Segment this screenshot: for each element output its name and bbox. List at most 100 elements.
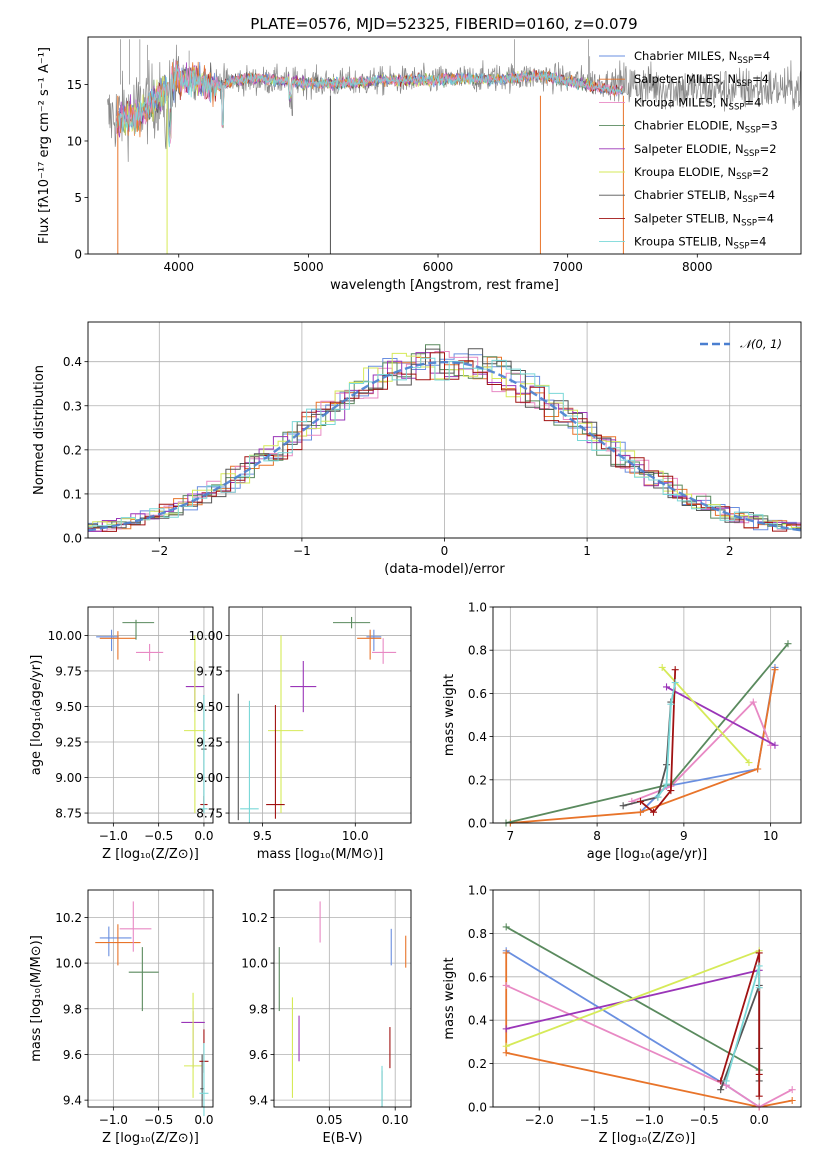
series-marker [755, 1092, 763, 1100]
mass-vs-z-frame [87, 889, 214, 1108]
series-marker [788, 1086, 796, 1094]
data-point-kroupa-elodie [184, 992, 203, 1098]
data-point-chabrier-elodie [333, 616, 371, 629]
x-tick-label: −0.5 [690, 1113, 719, 1127]
y-axis-label: Normed distribution [32, 365, 47, 495]
series-marker [784, 640, 792, 648]
age-vs-z-frame [87, 606, 214, 824]
series-marker [636, 808, 644, 816]
y-tick-label: 9.6 [63, 1048, 82, 1062]
residual-legend: 𝒩(0, 1) [700, 337, 782, 351]
age-vs-mass-frame [228, 606, 412, 824]
series-line-kroupa-elodie [505, 949, 760, 1048]
series-line-salpeter-elodie [666, 686, 776, 746]
series-line-salpeter-miles [505, 952, 793, 1108]
series-marker [502, 923, 510, 931]
y-tick-label: 9.25 [55, 736, 82, 750]
x-axis-label: wavelength [Angstrom, rest frame] [330, 278, 559, 293]
x-tick-label: 0.0 [750, 1113, 769, 1127]
y-tick-label: 0.0 [468, 1101, 487, 1115]
y-tick-label: 0.3 [63, 399, 82, 413]
x-tick-label: 1 [583, 544, 591, 558]
data-point-kroupa-stelib [240, 700, 259, 823]
data-point-chabrier-elodie [128, 947, 159, 1012]
y-tick-label: 9.6 [249, 1048, 268, 1062]
legend-entry: Kroupa STELIB, NSSP=4 [634, 235, 766, 252]
y-tick-label: 9.4 [63, 1094, 82, 1108]
y-tick-label: 10.2 [55, 911, 82, 925]
x-axis-label: Z [log₁₀(Z/Z⊙)] [102, 1131, 199, 1146]
series-marker [671, 666, 679, 674]
age-vs-mass-points [237, 616, 397, 823]
y-axis-label: mass weight [442, 957, 457, 1039]
legend-entry: Chabrier ELODIE, NSSP=3 [634, 119, 778, 136]
x-tick-label: 0.10 [382, 1113, 409, 1127]
series-marker [658, 663, 666, 671]
x-tick-label: −2.0 [525, 1113, 554, 1127]
legend-entry: Salpeter ELODIE, NSSP=2 [634, 142, 777, 159]
series-marker [650, 808, 658, 816]
x-tick-label: 0.05 [316, 1113, 343, 1127]
residual-histogram-kroupa-stelib [88, 357, 801, 530]
x-axis-label: (data-model)/error [384, 562, 505, 577]
y-tick-label: 0.6 [468, 970, 487, 984]
series-line-chabrier-stelib [719, 985, 761, 1090]
series-marker [771, 741, 779, 749]
data-point-chabrier-miles [99, 926, 132, 957]
legend-entry: Kroupa ELODIE, NSSP=2 [634, 165, 769, 182]
model-spectrum-kroupa-stelib [116, 64, 624, 148]
mass-vs-ebv-axes: 0.05 0.10 9.4 9.6 9.8 10.0 10.2 E(B-V) [241, 890, 411, 1146]
series-line-salpeter-miles [510, 669, 776, 824]
y-tick-label: 0.1 [63, 487, 82, 501]
y-tick-label: 9.8 [249, 1002, 268, 1016]
x-tick-label: 0.0 [194, 1113, 213, 1127]
residual-histogram-chabrier-elodie [88, 344, 801, 531]
age-vs-mass-axes: 9.5 10.0 8.75 9.00 9.25 9.50 9.75 10.00 mass [lo… [189, 607, 411, 862]
y-tick-label: 0.2 [63, 443, 82, 457]
x-tick-label: 9 [680, 829, 688, 843]
series-marker [502, 949, 510, 957]
x-axis-label: mass [log₁₀(M/M⊙)] [257, 847, 384, 862]
x-tick-label: 0.0 [194, 829, 213, 843]
x-tick-label: 5000 [293, 260, 324, 274]
x-axis-label: E(B-V) [322, 1131, 362, 1146]
legend-entry: Kroupa MILES, NSSP=4 [634, 95, 761, 112]
x-axis-label: Z [log₁₀(Z/Z⊙)] [102, 847, 199, 862]
x-tick-label: −0.5 [144, 1113, 173, 1127]
series-marker [667, 700, 675, 708]
x-tick-label: 10.0 [342, 829, 369, 843]
series-marker [663, 761, 671, 769]
data-point-salpeter-miles [99, 631, 137, 660]
y-axis-label: mass weight [442, 674, 457, 756]
series-line-kroupa-miles [631, 700, 772, 803]
x-tick-label: 0 [441, 544, 449, 558]
y-tick-label: 8.75 [196, 807, 223, 821]
series-marker [771, 666, 779, 674]
series-marker [755, 1070, 763, 1078]
series-marker [755, 962, 763, 970]
residual-histogram-chabrier-stelib [88, 348, 801, 530]
series-marker [502, 1025, 510, 1033]
weight-vs-age-lines [502, 640, 792, 827]
series-marker [636, 797, 644, 805]
x-tick-label: 2 [726, 544, 734, 558]
series-line-kroupa-stelib [657, 682, 677, 798]
y-tick-label: 0.8 [468, 644, 487, 658]
x-tick-label: −0.5 [144, 829, 173, 843]
data-point-kroupa-stelib [200, 695, 208, 814]
series-marker [717, 1086, 725, 1094]
x-tick-label: 10 [763, 829, 778, 843]
y-tick-label: 9.75 [196, 664, 223, 678]
series-marker [667, 787, 675, 795]
mass-vs-z-points [95, 901, 209, 1117]
series-marker [663, 683, 671, 691]
weight-vs-age-frame [492, 606, 802, 824]
y-tick-label: 10.0 [241, 957, 268, 971]
y-tick-label: 0.0 [468, 817, 487, 831]
y-tick-label: 0.2 [468, 773, 487, 787]
y-tick-label: 10.00 [48, 629, 82, 643]
legend-entry: Salpeter STELIB, NSSP=4 [634, 211, 774, 228]
y-tick-label: 15 [67, 78, 82, 92]
series-marker [663, 780, 671, 788]
